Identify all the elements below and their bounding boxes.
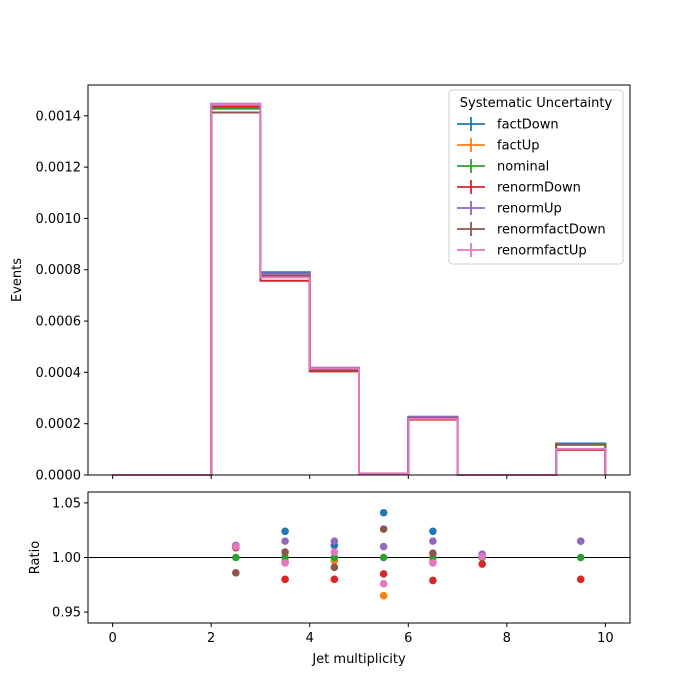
legend-entry-renormDown[interactable]: renormDown — [457, 180, 581, 196]
x-axis-label: Jet multiplicity — [311, 652, 406, 667]
main-y-tick-label: 0.0002 — [36, 417, 82, 432]
ratio-x-tick-label: 4 — [306, 631, 314, 646]
legend-label: renormfactDown — [497, 223, 606, 238]
legend-label: nominal — [497, 160, 549, 175]
legend-label: renormUp — [497, 202, 562, 217]
legend-entry-renormUp[interactable]: renormUp — [457, 201, 562, 217]
legend-box — [448, 89, 624, 265]
legend-label: renormfactUp — [497, 244, 587, 259]
legend-title: Systematic Uncertainty — [460, 96, 613, 111]
main-y-tick-label: 0.0000 — [36, 469, 82, 484]
ratio-point-renormUp — [330, 537, 339, 545]
legend-label: factDown — [497, 118, 559, 133]
main-histogram-panel: 0.0000 0.0002 0.0004 0.0006 0.0008 0.0010 0.00… — [10, 84, 631, 484]
ratio-point-renormfactDown — [429, 549, 437, 557]
legend-label: factUp — [497, 139, 540, 154]
ratio-x-tick-label: 0 — [108, 631, 116, 646]
ratio-point-renormfactUp — [379, 579, 388, 588]
ratio-y-tick-label: 0.95 — [52, 606, 81, 621]
legend-entry-renormfactUp[interactable]: renormfactUp — [457, 243, 587, 259]
ratio-point-renormDown — [576, 575, 585, 584]
ratio-point-renormfactDown — [330, 563, 339, 572]
ratio-point-renormfactUp — [281, 559, 289, 567]
ratio-y-tick-label: 1.00 — [52, 551, 81, 566]
ratio-point-factUp — [379, 591, 388, 600]
main-y-axis-label: Events — [10, 258, 25, 302]
ratio-point-renormfactUp — [478, 552, 486, 561]
main-y-tick-label: 0.0008 — [36, 263, 82, 278]
ratio-point-renormUp — [281, 537, 289, 545]
ratio-point-renormfactUp — [232, 542, 240, 551]
ratio-point-factDown — [379, 508, 388, 517]
main-y-tick-label: 0.0014 — [36, 109, 82, 124]
main-y-tick-label: 0.0010 — [36, 212, 82, 227]
ratio-panel: 0.95 1.00 1.05 0 2 4 6 8 10 Ratio Jet multiplicity — [28, 491, 631, 667]
ratio-x-tick-label: 8 — [503, 631, 511, 646]
ratio-point-factDown — [281, 527, 289, 536]
ratio-point-renormfactDown — [379, 525, 388, 533]
legend-entry-factUp[interactable]: factUp — [457, 138, 540, 154]
ratio-point-renormfactUp — [429, 559, 437, 567]
ratio-point-nominal — [576, 553, 585, 562]
ratio-point-renormUp — [379, 542, 388, 551]
legend-entry-renormfactDown[interactable]: renormfactDown — [457, 222, 606, 238]
ratio-x-tick-label: 10 — [597, 631, 614, 646]
ratio-point-renormUp — [576, 537, 585, 545]
main-y-tick-label: 0.0004 — [36, 366, 82, 381]
ratio-point-nominal — [379, 553, 388, 562]
ratio-point-nominal — [330, 553, 339, 562]
ratio-point-renormDown — [281, 575, 289, 584]
ratio-point-renormDown — [429, 576, 437, 585]
ratio-point-renormDown — [379, 570, 388, 578]
main-y-tick-label: 0.0012 — [36, 161, 82, 176]
main-y-tick-label: 0.0006 — [36, 315, 82, 330]
ratio-y-tick-label: 1.05 — [52, 496, 81, 511]
ratio-point-nominal — [281, 553, 289, 562]
ratio-x-tick-label: 6 — [404, 631, 412, 646]
ratio-point-renormDown — [330, 575, 339, 584]
ratio-point-renormfactUp — [330, 548, 339, 556]
ratio-point-factDown — [429, 527, 437, 536]
main-axes-frame — [87, 84, 631, 476]
ratio-point-renormUp — [429, 537, 437, 545]
ratio-point-renormfactDown — [281, 548, 289, 556]
legend-entry-factDown[interactable]: factDown — [457, 117, 559, 133]
ratio-x-tick-label: 2 — [207, 631, 215, 646]
ratio-point-renormfactDown — [232, 568, 240, 577]
legend-entry-nominal[interactable]: nominal — [457, 159, 549, 175]
legend-label: renormDown — [497, 181, 581, 196]
ratio-y-axis-label: Ratio — [28, 541, 43, 574]
ratio-point-nominal — [232, 553, 240, 562]
ratio-point-renormDown — [478, 560, 486, 568]
